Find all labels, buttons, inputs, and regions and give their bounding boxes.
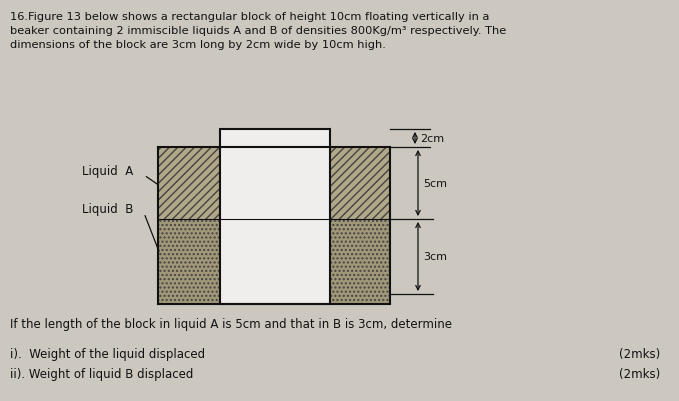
Text: ii). Weight of liquid B displaced: ii). Weight of liquid B displaced — [10, 367, 194, 380]
Text: (2mks): (2mks) — [619, 367, 660, 380]
Bar — [330, 219, 390, 304]
Text: (2mks): (2mks) — [619, 347, 660, 360]
Bar — [330, 148, 390, 219]
Bar — [158, 148, 220, 219]
Text: Liquid  A: Liquid A — [82, 165, 133, 178]
Bar — [158, 219, 220, 304]
Text: i).  Weight of the liquid displaced: i). Weight of the liquid displaced — [10, 347, 205, 360]
Text: 2cm: 2cm — [420, 134, 444, 144]
Bar — [158, 219, 220, 304]
Text: Liquid  B: Liquid B — [82, 203, 133, 216]
Text: 3cm: 3cm — [423, 252, 447, 262]
Text: If the length of the block in liquid A is 5cm and that in B is 3cm, determine: If the length of the block in liquid A i… — [10, 317, 452, 330]
Bar — [158, 148, 220, 219]
Bar — [220, 130, 330, 304]
Bar — [330, 148, 390, 219]
Text: 5cm: 5cm — [423, 178, 447, 188]
Text: 16.Figure 13 below shows a rectangular block of height 10cm floating vertically : 16.Figure 13 below shows a rectangular b… — [10, 12, 507, 50]
Bar — [330, 219, 390, 304]
